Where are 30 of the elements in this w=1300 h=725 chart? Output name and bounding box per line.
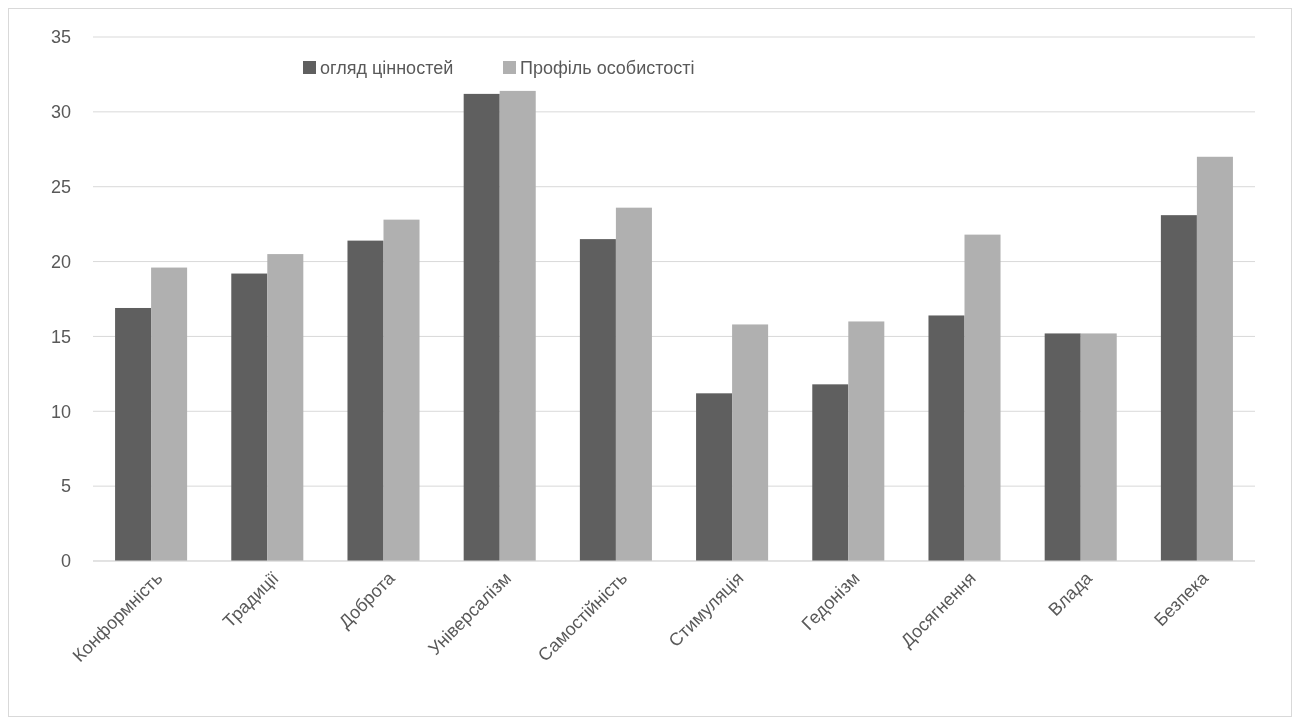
bar [696, 393, 733, 561]
bar [1044, 333, 1081, 561]
bar [848, 321, 885, 561]
y-tick-label: 25 [50, 177, 71, 198]
bar [1196, 156, 1233, 561]
legend-label: огляд цінностей [320, 58, 454, 79]
bar [732, 324, 769, 561]
bar [1080, 333, 1117, 561]
bar [812, 384, 849, 561]
y-tick-label: 20 [50, 251, 71, 272]
bar [615, 207, 652, 561]
y-tick-label: 10 [50, 401, 71, 422]
bar [463, 93, 500, 561]
bar [1160, 215, 1197, 561]
bar [231, 273, 268, 561]
bar [267, 254, 304, 561]
bar [499, 90, 536, 561]
bar [151, 267, 188, 561]
bar [115, 307, 152, 561]
y-tick-label: 35 [50, 27, 71, 48]
bar [579, 239, 616, 561]
y-tick-label: 30 [50, 102, 71, 123]
bar [964, 234, 1001, 561]
y-tick-label: 0 [60, 551, 71, 572]
legend-label: Профіль особистості [520, 58, 695, 79]
bar [383, 219, 420, 561]
y-tick-label: 5 [60, 476, 71, 497]
y-tick-label: 15 [50, 326, 71, 347]
bar [928, 315, 965, 561]
bar [347, 240, 384, 561]
